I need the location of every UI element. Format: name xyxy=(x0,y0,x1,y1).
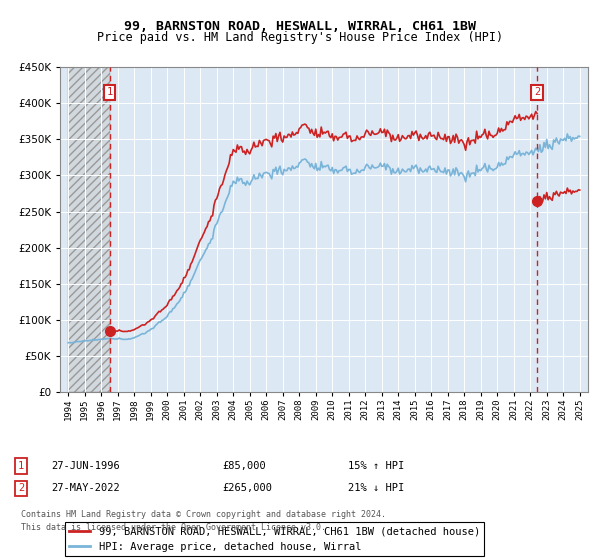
Text: Price paid vs. HM Land Registry's House Price Index (HPI): Price paid vs. HM Land Registry's House … xyxy=(97,31,503,44)
Text: This data is licensed under the Open Government Licence v3.0.: This data is licensed under the Open Gov… xyxy=(21,523,326,532)
Text: £265,000: £265,000 xyxy=(222,483,272,493)
Text: Contains HM Land Registry data © Crown copyright and database right 2024.: Contains HM Land Registry data © Crown c… xyxy=(21,510,386,519)
Legend: 99, BARNSTON ROAD, HESWALL, WIRRAL, CH61 1BW (detached house), HPI: Average pric: 99, BARNSTON ROAD, HESWALL, WIRRAL, CH61… xyxy=(65,522,484,556)
Text: 2: 2 xyxy=(534,87,541,97)
Text: 21% ↓ HPI: 21% ↓ HPI xyxy=(348,483,404,493)
Text: 27-MAY-2022: 27-MAY-2022 xyxy=(51,483,120,493)
Text: 2: 2 xyxy=(18,483,24,493)
Text: £85,000: £85,000 xyxy=(222,461,266,471)
Text: 1: 1 xyxy=(106,87,113,97)
Text: 99, BARNSTON ROAD, HESWALL, WIRRAL, CH61 1BW: 99, BARNSTON ROAD, HESWALL, WIRRAL, CH61… xyxy=(124,20,476,32)
Text: 27-JUN-1996: 27-JUN-1996 xyxy=(51,461,120,471)
Text: 15% ↑ HPI: 15% ↑ HPI xyxy=(348,461,404,471)
Text: 1: 1 xyxy=(18,461,24,471)
